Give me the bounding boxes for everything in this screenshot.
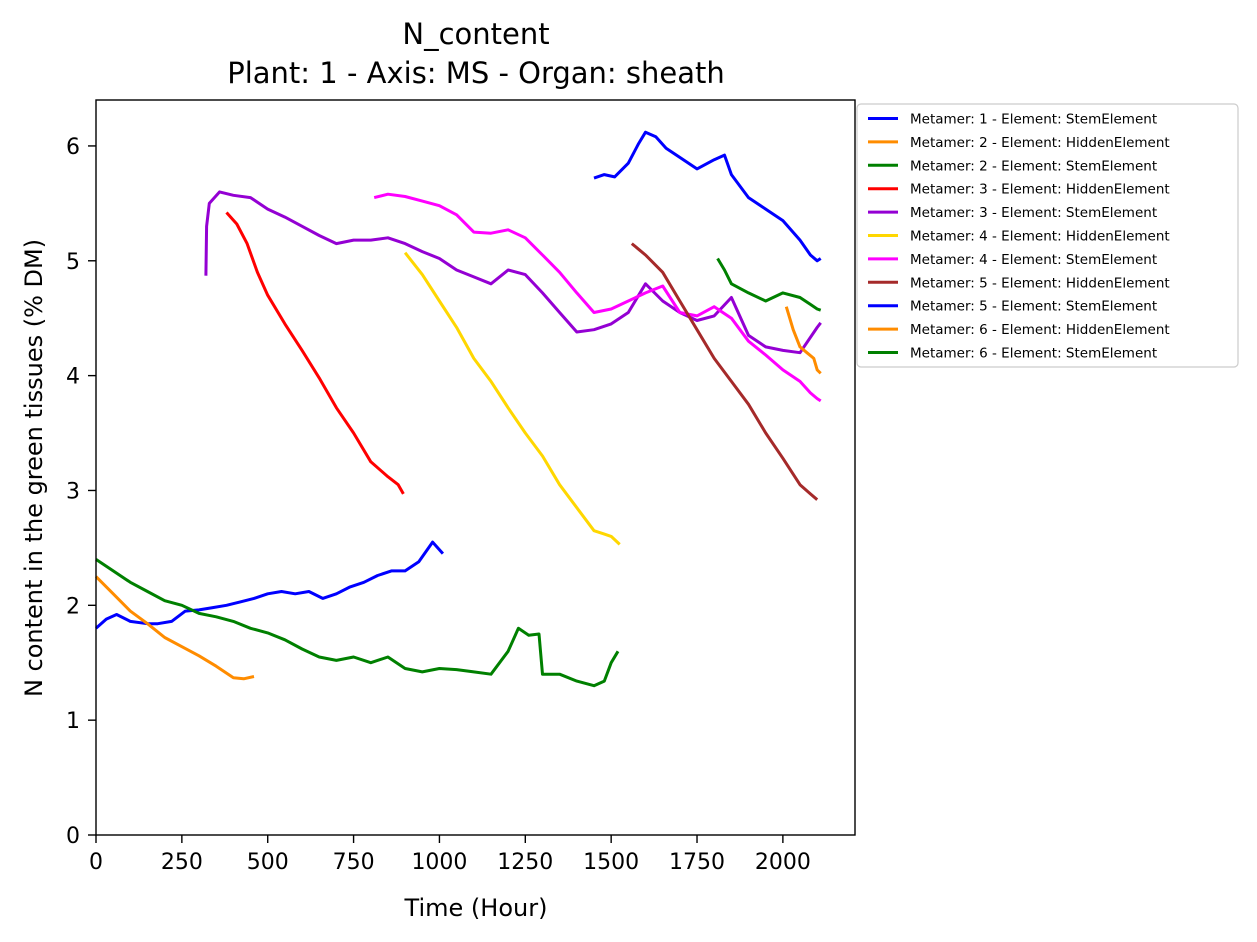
legend-label: Metamer: 5 - Element: HiddenElement: [910, 275, 1170, 291]
legend-label: Metamer: 5 - Element: StemElement: [910, 299, 1157, 315]
x-tick-label: 1000: [411, 850, 467, 875]
series-line-1: [95, 540, 445, 630]
y-tick-label: 5: [66, 250, 80, 275]
legend: Metamer: 1 - Element: StemElement Metamer…: [856, 103, 1239, 368]
legend-label: Metamer: 3 - Element: HiddenElement: [910, 182, 1170, 198]
legend-frame: [856, 103, 1239, 368]
legend-label: Metamer: 3 - Element: StemElement: [910, 205, 1157, 221]
legend-label: Metamer: 1 - Element: StemElement: [910, 112, 1157, 128]
series-line-3: [95, 558, 620, 688]
chart-subtitle: Plant: 1 - Axis: MS - Organ: sheath: [227, 56, 725, 90]
x-tick-label: 500: [247, 850, 289, 875]
x-axis: 0 250 500 750 1000 1250 1500 1750 2000: [89, 835, 811, 875]
series-line-9: [593, 130, 822, 263]
series-line-11: [716, 257, 822, 312]
series-line-10: [784, 306, 822, 375]
x-tick-label: 1500: [583, 850, 639, 875]
chart-title: N_content: [402, 17, 549, 51]
y-tick-label: 6: [66, 135, 80, 160]
series-line-2: [94, 575, 255, 681]
plot-frame: [95, 99, 856, 836]
x-axis-label: Time (Hour): [404, 894, 548, 922]
y-axis: 0 1 2 3 4 5 6: [66, 135, 96, 849]
series-line-7: [373, 192, 822, 403]
legend-label: Metamer: 2 - Element: StemElement: [910, 158, 1157, 174]
series-line-4: [225, 211, 405, 495]
y-tick-label: 3: [66, 479, 80, 504]
x-tick-label: 1750: [669, 850, 725, 875]
y-tick-label: 1: [66, 709, 80, 734]
x-tick-label: 0: [89, 850, 103, 875]
y-tick-label: 2: [66, 594, 80, 619]
x-tick-label: 250: [161, 850, 203, 875]
y-tick-label: 4: [66, 365, 80, 390]
legend-label: Metamer: 6 - Element: StemElement: [910, 346, 1157, 362]
x-tick-label: 750: [333, 850, 375, 875]
y-tick-label: 0: [66, 824, 80, 849]
x-tick-label: 2000: [755, 850, 811, 875]
legend-label: Metamer: 4 - Element: HiddenElement: [910, 229, 1170, 245]
x-tick-label: 1250: [497, 850, 553, 875]
series-line-8: [630, 242, 819, 501]
series-line-5: [204, 190, 822, 355]
y-axis-label: N content in the green tissues (% DM): [20, 239, 48, 697]
legend-label: Metamer: 6 - Element: HiddenElement: [910, 322, 1170, 338]
legend-label: Metamer: 4 - Element: StemElement: [910, 252, 1157, 268]
plot-area: [94, 130, 822, 688]
series-line-6: [403, 251, 621, 546]
legend-label: Metamer: 2 - Element: HiddenElement: [910, 135, 1170, 151]
